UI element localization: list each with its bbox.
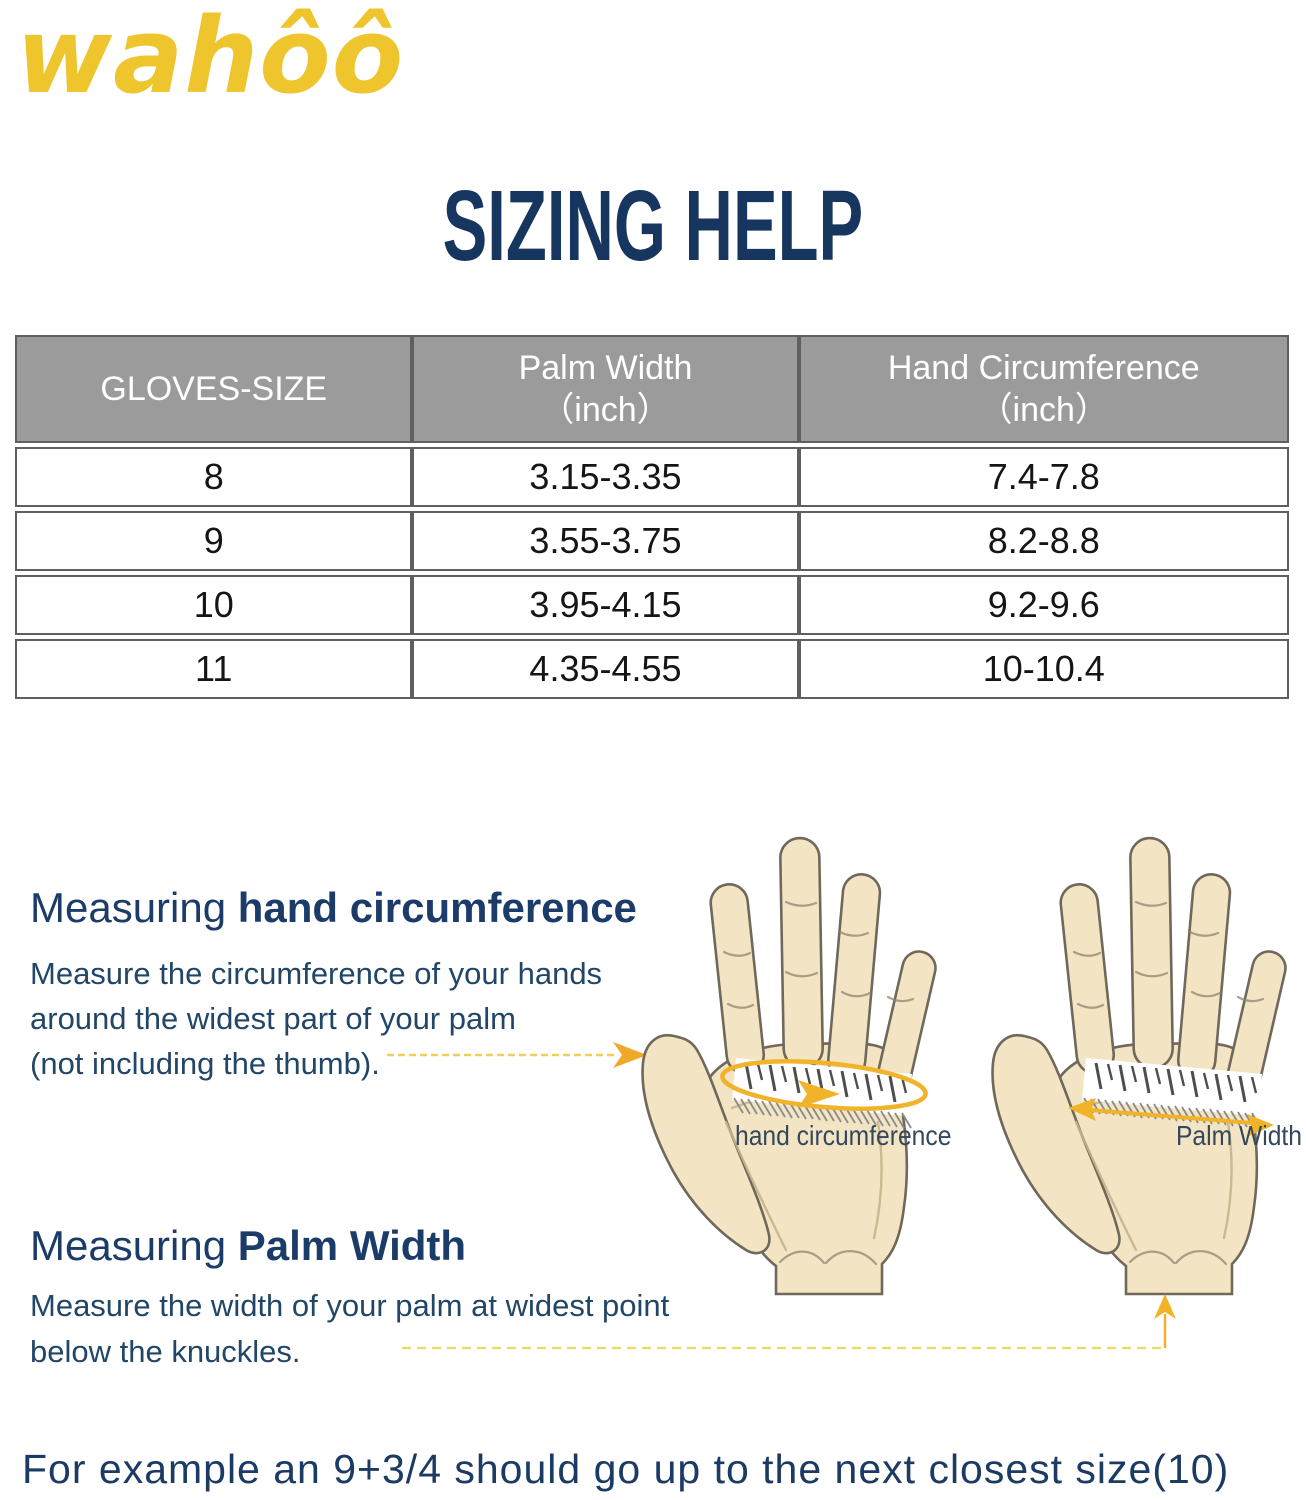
table-header-row: GLOVES-SIZE Palm Width （inch） Hand Circu…	[15, 335, 1289, 443]
header-hand-circumference-line1: Hand Circumference	[887, 349, 1200, 387]
cell-hand-circumference: 8.2-8.8	[798, 511, 1289, 571]
table-row: 10 3.95-4.15 9.2-9.6	[15, 575, 1289, 635]
table-row: 9 3.55-3.75 8.2-8.8	[15, 511, 1289, 571]
heading-prefix: Measuring	[30, 884, 238, 931]
palm-width-arrow-line-icon	[1089, 1108, 1253, 1125]
circumference-loop-arrowhead-icon	[798, 1080, 840, 1108]
heading-measuring-hand-circumference: Measuring hand circumference	[30, 884, 637, 932]
palm-width-right-arrowhead-icon	[1247, 1114, 1274, 1137]
header-gloves-size-line1: GLOVES-SIZE	[100, 370, 328, 408]
palm-width-label: Palm Width	[1176, 1120, 1302, 1151]
brand-logo: wahôô	[16, 0, 405, 117]
cell-palm-width: 4.35-4.55	[412, 639, 799, 699]
hand-circumference-instructions: Measure the circumference of your hands …	[30, 951, 602, 1086]
heading-emphasis: Palm Width	[237, 1222, 467, 1269]
instruction-line: (not including the thumb).	[30, 1046, 380, 1081]
cell-hand-circumference: 7.4-7.8	[798, 447, 1289, 507]
circumference-loop-arrow-icon	[720, 1059, 928, 1111]
header-hand-circumference-line2: （inch）	[978, 391, 1109, 429]
heading-measuring-palm-width: Measuring Palm Width	[30, 1222, 466, 1270]
cell-size: 8	[15, 447, 413, 507]
cell-size: 10	[15, 575, 413, 635]
header-hand-circumference: Hand Circumference （inch）	[798, 335, 1289, 443]
instruction-line: below the knuckles.	[30, 1334, 301, 1369]
palm-width-left-arrowhead-icon	[1068, 1098, 1096, 1121]
glove-size-table: GLOVES-SIZE Palm Width （inch） Hand Circu…	[15, 331, 1289, 703]
page-title-text: SIZING HELP	[442, 170, 864, 282]
header-palm-width-line1: Palm Width	[518, 349, 693, 387]
instruction-line: around the widest part of your palm	[30, 1001, 516, 1036]
palm-width-instructions: Measure the width of your palm at widest…	[30, 1283, 669, 1375]
palm-width-pointer-arrow-icon	[402, 1294, 1176, 1350]
cell-hand-circumference: 9.2-9.6	[798, 575, 1289, 635]
sizing-footnote: For example an 9+3/4 should go up to the…	[22, 1446, 1230, 1492]
cell-palm-width: 3.55-3.75	[412, 511, 799, 571]
hand-circumference-illustration	[641, 836, 941, 1296]
heading-prefix: Measuring	[30, 1222, 238, 1269]
instruction-line: Measure the width of your palm at widest…	[30, 1288, 670, 1323]
cell-palm-width: 3.95-4.15	[412, 575, 799, 635]
cell-size: 11	[15, 639, 413, 699]
heading-emphasis: hand circumference	[237, 884, 637, 931]
page-title: SIZING HELP	[0, 170, 1306, 282]
table-row: 11 4.35-4.55 10-10.4	[15, 639, 1289, 699]
cell-hand-circumference: 10-10.4	[798, 639, 1289, 699]
header-palm-width: Palm Width （inch）	[412, 335, 799, 443]
header-gloves-size: GLOVES-SIZE	[15, 335, 413, 443]
header-palm-width-line2: （inch）	[540, 391, 671, 429]
cell-palm-width: 3.15-3.35	[412, 447, 799, 507]
cell-size: 9	[15, 511, 413, 571]
circumference-pointer-arrow-icon	[387, 1042, 647, 1068]
table-row: 8 3.15-3.35 7.4-7.8	[15, 447, 1289, 507]
palm-width-illustration	[991, 836, 1291, 1296]
hand-circumference-label: hand circumference	[735, 1120, 952, 1151]
instruction-line: Measure the circumference of your hands	[30, 956, 603, 991]
